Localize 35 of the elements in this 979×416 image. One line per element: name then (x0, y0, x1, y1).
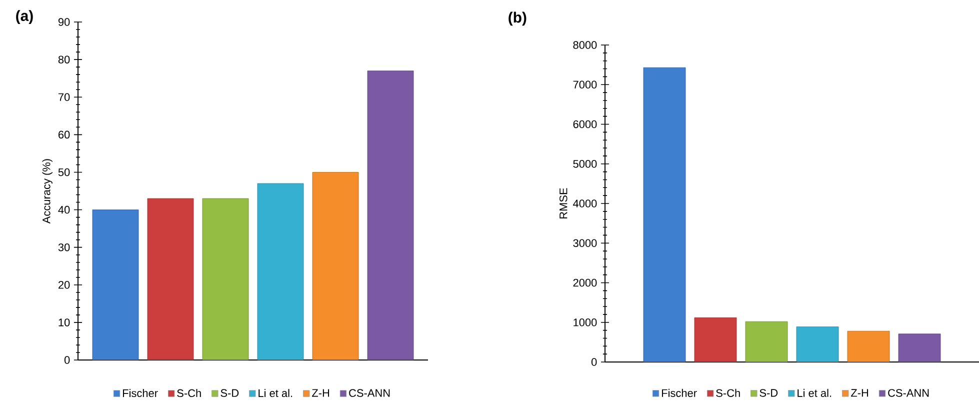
legend-label: CS-ANN (349, 389, 390, 397)
legend-label: Z-H (851, 389, 868, 397)
y-tick-label: 30 (58, 243, 70, 252)
y-tick-label: 4000 (573, 200, 597, 208)
y-axis-title: Accuracy (%) (42, 159, 52, 224)
legend-label: CS-ANN (888, 389, 929, 397)
y-tick-label: 2000 (573, 278, 597, 287)
y-tick-label: 40 (58, 206, 70, 214)
y-tick-label: 3000 (573, 239, 597, 248)
legend-label: Li et al. (798, 388, 832, 397)
legend-label: Li et al. (258, 389, 292, 398)
y-tick-label: 7000 (573, 80, 597, 89)
y-tick-label: 5000 (573, 160, 597, 168)
y-tick-label: 90 (58, 18, 70, 26)
y-tick-label: 20 (58, 281, 70, 289)
legend-label: Fischer (662, 388, 697, 397)
y-tick-label: 6000 (573, 120, 597, 128)
y-tick-label: 10 (58, 318, 70, 326)
legend-label: S-D (220, 389, 239, 397)
y-tick-label: 1000 (574, 318, 597, 326)
y-tick-label: 50 (58, 168, 70, 176)
y-tick-label: 60 (58, 130, 70, 139)
legend-label: S-Ch (177, 389, 201, 398)
y-tick-label: 0 (591, 358, 597, 366)
chart-title: (a) (16, 10, 33, 24)
legend-label: Fischer (122, 389, 158, 398)
legend-label: S-D (760, 389, 778, 397)
y-axis-title: RMSE (560, 188, 568, 218)
y-tick-label: 70 (58, 93, 70, 101)
chart-title: (b) (508, 12, 526, 26)
y-tick-label: 8000 (573, 41, 597, 49)
y-tick-label: 0 (64, 356, 70, 364)
y-tick-label: 80 (58, 56, 70, 64)
legend-label: S-Ch (716, 388, 740, 397)
legend-label: Z-H (312, 389, 330, 397)
